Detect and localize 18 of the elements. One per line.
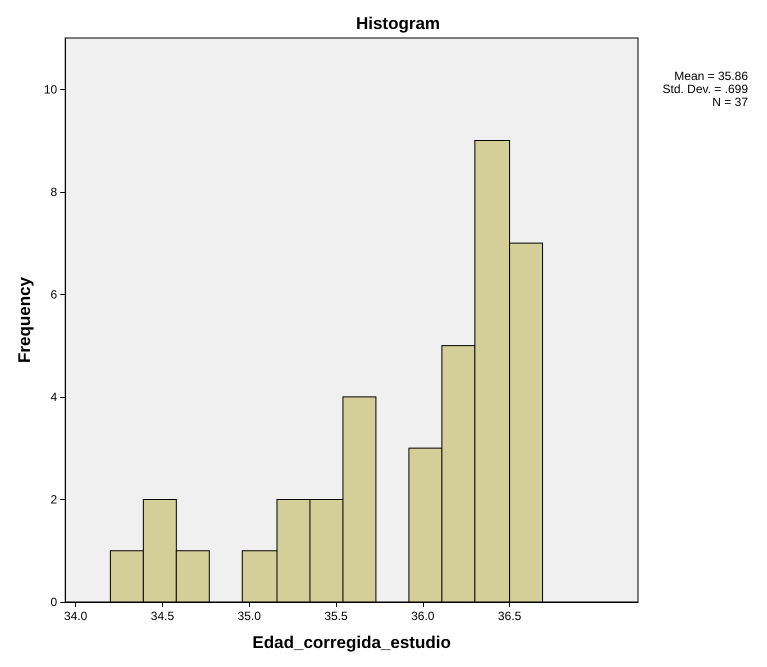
x-tick-label: 35.5	[324, 609, 348, 623]
chart-title: Histogram	[356, 14, 440, 33]
y-axis-title: Frequency	[15, 276, 34, 363]
y-tick-label: 8	[50, 184, 58, 199]
text: Std. Dev. = .699	[662, 82, 748, 96]
y-tick-label: 0	[50, 595, 58, 609]
x-tick-label: 34.0	[64, 609, 88, 623]
x-tick-label: 35.0	[238, 609, 262, 623]
x-tick-label: 34.5	[150, 609, 174, 623]
x-tick-label: 36.0	[411, 609, 435, 623]
y-tick-label: 6	[50, 287, 58, 302]
x-axis-title: Edad_corregida_estudio	[252, 633, 451, 652]
text: Mean = 35.86	[674, 69, 748, 83]
y-tick-label: 4	[50, 390, 58, 404]
y-tick-label: 2	[50, 492, 58, 506]
x-tick-label: 36.5	[498, 609, 522, 623]
y-tick-label: 10	[44, 82, 58, 96]
text: N = 37	[712, 95, 748, 109]
